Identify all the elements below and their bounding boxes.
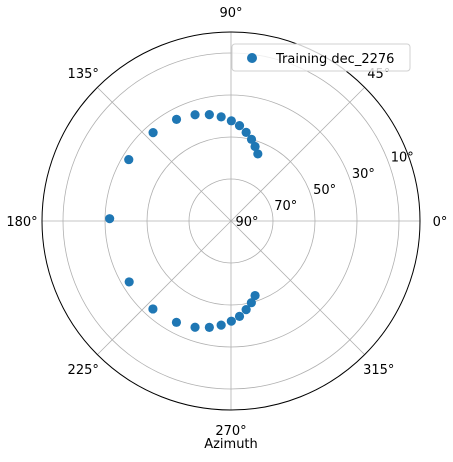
data-point bbox=[204, 110, 214, 120]
data-point bbox=[171, 317, 182, 327]
data-point bbox=[171, 114, 182, 124]
angular-grid-line bbox=[97, 220, 232, 355]
data-point bbox=[216, 112, 226, 122]
theta-tick-label: 135° bbox=[68, 67, 99, 82]
legend-entry-label: Training dec_2276 bbox=[275, 52, 394, 67]
data-point bbox=[234, 311, 245, 321]
theta-tick-label: 0° bbox=[433, 215, 448, 230]
polar-grid bbox=[41, 31, 421, 411]
data-point bbox=[234, 121, 245, 131]
data-point bbox=[124, 277, 134, 287]
data-point bbox=[148, 128, 158, 138]
legend-box bbox=[231, 43, 411, 72]
radial-tick-label: 70° bbox=[274, 199, 297, 214]
data-point bbox=[250, 290, 260, 301]
data-point bbox=[241, 127, 251, 137]
data-points bbox=[105, 110, 263, 332]
data-point bbox=[226, 116, 236, 126]
data-point bbox=[148, 304, 158, 314]
angular-grid-line bbox=[230, 220, 365, 355]
legend-marker bbox=[247, 53, 257, 63]
data-point bbox=[250, 141, 260, 152]
theta-tick-label: 90° bbox=[219, 6, 242, 21]
radial-tick-label: 10° bbox=[391, 151, 414, 166]
theta-tick-label: 270° bbox=[215, 424, 246, 439]
radial-tick-label: 50° bbox=[313, 183, 336, 198]
theta-tick-label: 225° bbox=[68, 363, 99, 378]
polar-frame bbox=[41, 31, 421, 411]
theta-tick-label: 315° bbox=[363, 363, 394, 378]
data-point bbox=[190, 322, 200, 332]
angular-grid-line bbox=[97, 87, 232, 222]
data-point bbox=[246, 134, 257, 144]
data-point bbox=[124, 154, 134, 165]
theta-tick-label: 180° bbox=[6, 215, 37, 230]
data-point bbox=[216, 320, 226, 330]
data-point bbox=[246, 298, 256, 308]
x-axis-label: Azimuth bbox=[204, 437, 258, 452]
radial-tick-label: 30° bbox=[352, 167, 375, 182]
data-point bbox=[226, 316, 236, 326]
radial-tick-label: 90° bbox=[235, 215, 258, 230]
angular-grid-line bbox=[230, 87, 365, 222]
legend: Training dec_2276 bbox=[231, 43, 411, 72]
radial-tick-labels: 10° 30° 50° 70° 90° bbox=[235, 151, 413, 230]
data-point bbox=[241, 305, 251, 315]
data-point bbox=[204, 322, 214, 332]
data-point bbox=[105, 214, 115, 224]
data-point bbox=[253, 149, 263, 159]
data-point bbox=[190, 110, 200, 120]
